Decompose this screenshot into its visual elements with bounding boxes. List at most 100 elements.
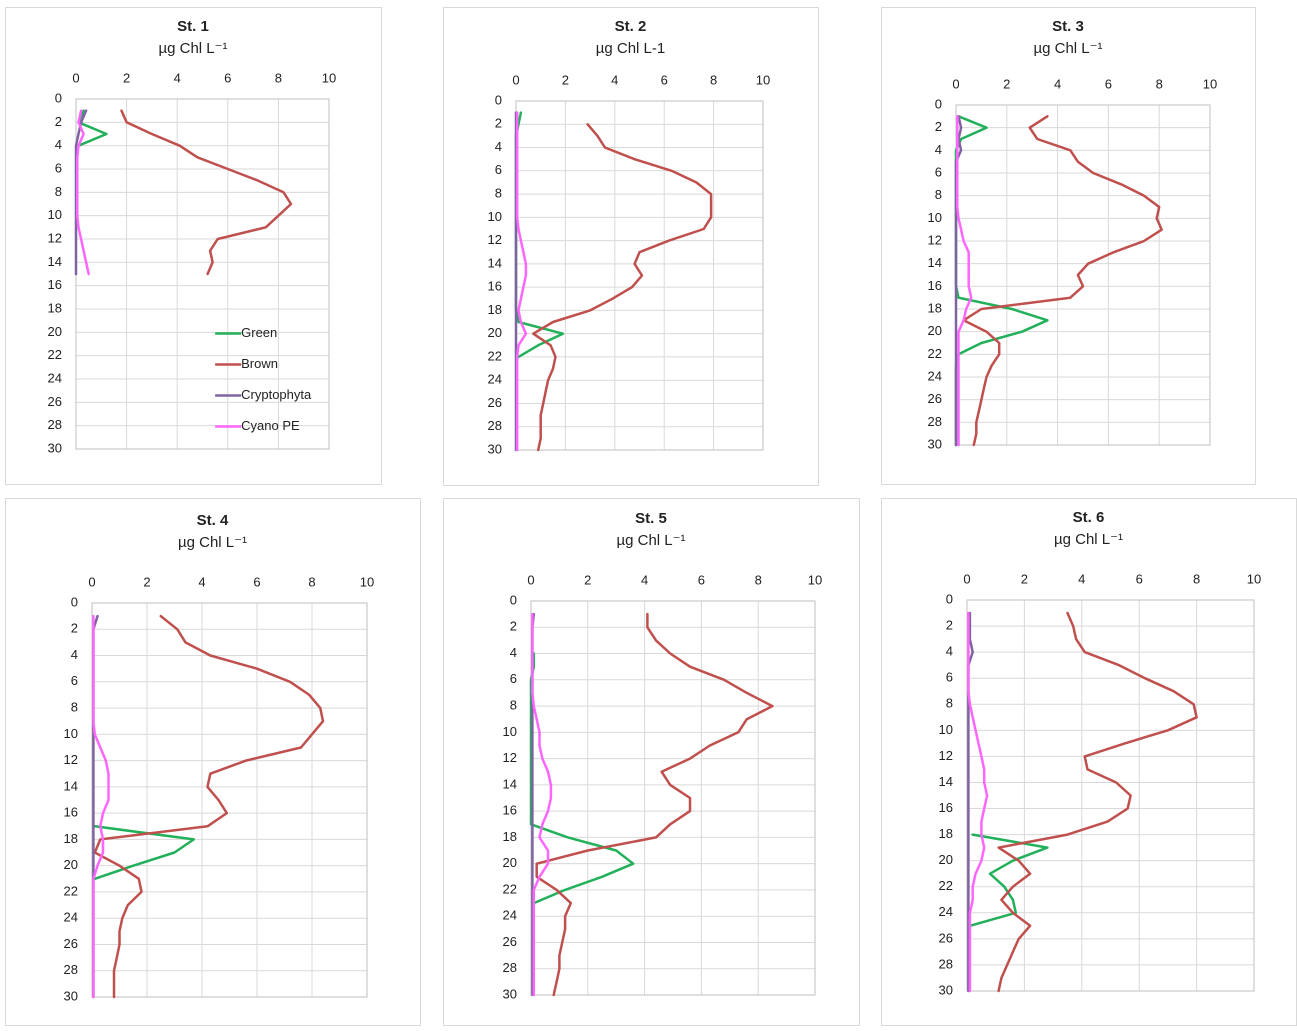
x-tick-label: 6	[1105, 76, 1112, 91]
y-tick-label: 30	[488, 441, 502, 456]
y-tick-label: 22	[488, 348, 502, 363]
y-tick-label: 4	[71, 647, 78, 662]
y-tick-label: 18	[928, 300, 942, 315]
x-tick-label: 8	[275, 70, 282, 85]
x-tick-label: 6	[253, 574, 260, 589]
y-tick-label: 24	[928, 368, 942, 383]
y-tick-label: 2	[495, 116, 502, 131]
y-tick-label: 24	[64, 910, 78, 925]
plot-area	[967, 600, 1254, 991]
x-tick-label: 6	[1136, 571, 1143, 586]
series-line	[515, 111, 528, 452]
chart-title: St. 3	[1052, 18, 1084, 35]
y-tick-label: 18	[939, 826, 953, 841]
y-tick-label: 8	[71, 700, 78, 715]
chart-panel: St. 4µg Chl L⁻¹0 2 4 6 8 10024681012141618202…	[5, 498, 421, 1026]
y-tick-label: 30	[939, 982, 953, 997]
y-tick-label: 0	[935, 96, 942, 111]
series-line	[956, 115, 973, 447]
y-tick-label: 16	[64, 805, 78, 820]
plot-area	[92, 603, 367, 997]
y-tick-label: 8	[495, 186, 502, 201]
x-tick-label: 10	[1203, 76, 1217, 91]
y-tick-label: 6	[935, 164, 942, 179]
plot-area	[516, 101, 763, 450]
y-tick-label: 14	[64, 778, 78, 793]
y-tick-label: 4	[510, 645, 517, 660]
y-tick-label: 22	[939, 878, 953, 893]
y-tick-label: 28	[503, 960, 517, 975]
x-tick-label: 4	[611, 72, 618, 87]
chart-subtitle: µg Chl L⁻¹	[178, 534, 247, 551]
plot-area	[956, 105, 1210, 445]
x-tick-label: 6	[698, 572, 705, 587]
chart-subtitle: µg Chl L-1	[596, 40, 666, 57]
y-tick-label: 0	[55, 90, 62, 105]
y-tick-label: 2	[510, 619, 517, 634]
x-tick-label: 2	[123, 70, 130, 85]
y-tick-label: 20	[48, 324, 62, 339]
y-tick-label: 8	[510, 698, 517, 713]
x-tick-label: 0	[952, 76, 959, 91]
y-tick-label: 8	[946, 696, 953, 711]
y-tick-label: 16	[48, 277, 62, 292]
x-tick-label: 10	[1247, 571, 1261, 586]
chart-title: St. 6	[1073, 509, 1105, 526]
x-tick-label: 4	[641, 572, 648, 587]
y-tick-label: 26	[928, 391, 942, 406]
x-tick-label: 0	[512, 72, 519, 87]
y-tick-label: 22	[928, 346, 942, 361]
legend-label: Cryptophyta	[241, 387, 312, 402]
chart-panel: St. 6µg Chl L⁻¹0 2 4 6 8 10024681012141618202…	[881, 498, 1297, 1026]
plot-area	[531, 601, 815, 995]
y-tick-label: 16	[503, 803, 517, 818]
y-tick-label: 26	[503, 934, 517, 949]
chart-title: St. 5	[635, 510, 667, 527]
y-tick-label: 18	[64, 831, 78, 846]
chart-subtitle: µg Chl L⁻¹	[1033, 40, 1102, 57]
x-tick-label: 10	[360, 574, 374, 589]
y-tick-label: 12	[928, 232, 942, 247]
y-tick-label: 6	[495, 162, 502, 177]
chart-panel: St. 1µg Chl L⁻¹0 2 4 6 8 10024681012141618202…	[5, 7, 382, 485]
y-tick-label: 10	[64, 726, 78, 741]
y-tick-label: 20	[928, 323, 942, 338]
y-tick-label: 14	[503, 776, 517, 791]
series-line	[962, 115, 1163, 447]
y-tick-label: 26	[939, 930, 953, 945]
x-tick-label: 8	[308, 574, 315, 589]
y-tick-label: 22	[503, 881, 517, 896]
y-tick-label: 12	[48, 230, 62, 245]
y-tick-label: 12	[64, 752, 78, 767]
series-line	[967, 611, 989, 993]
y-tick-label: 24	[503, 908, 517, 923]
x-tick-label: 4	[1078, 571, 1085, 586]
y-tick-label: 14	[928, 255, 942, 270]
y-tick-label: 30	[48, 440, 62, 455]
y-tick-label: 4	[935, 142, 942, 157]
y-tick-label: 0	[510, 592, 517, 607]
series-line	[93, 614, 325, 999]
x-tick-label: 8	[1156, 76, 1163, 91]
y-tick-label: 8	[935, 187, 942, 202]
y-tick-label: 28	[48, 417, 62, 432]
y-tick-label: 20	[939, 852, 953, 867]
chart-subtitle: µg Chl L⁻¹	[616, 532, 685, 549]
x-tick-label: 4	[1054, 76, 1061, 91]
y-tick-label: 0	[71, 594, 78, 609]
y-tick-label: 26	[64, 936, 78, 951]
series-line	[997, 611, 1198, 993]
y-tick-label: 30	[64, 988, 78, 1003]
y-tick-label: 10	[48, 207, 62, 222]
chart-title: St. 4	[197, 512, 229, 529]
y-tick-label: 14	[939, 774, 953, 789]
y-tick-label: 28	[64, 962, 78, 977]
y-tick-label: 8	[55, 184, 62, 199]
y-tick-label: 28	[939, 956, 953, 971]
y-tick-label: 26	[48, 394, 62, 409]
x-tick-label: 10	[322, 70, 336, 85]
y-tick-label: 10	[939, 722, 953, 737]
chart-subtitle: µg Chl L⁻¹	[158, 40, 227, 57]
legend-label: Brown	[241, 356, 278, 371]
